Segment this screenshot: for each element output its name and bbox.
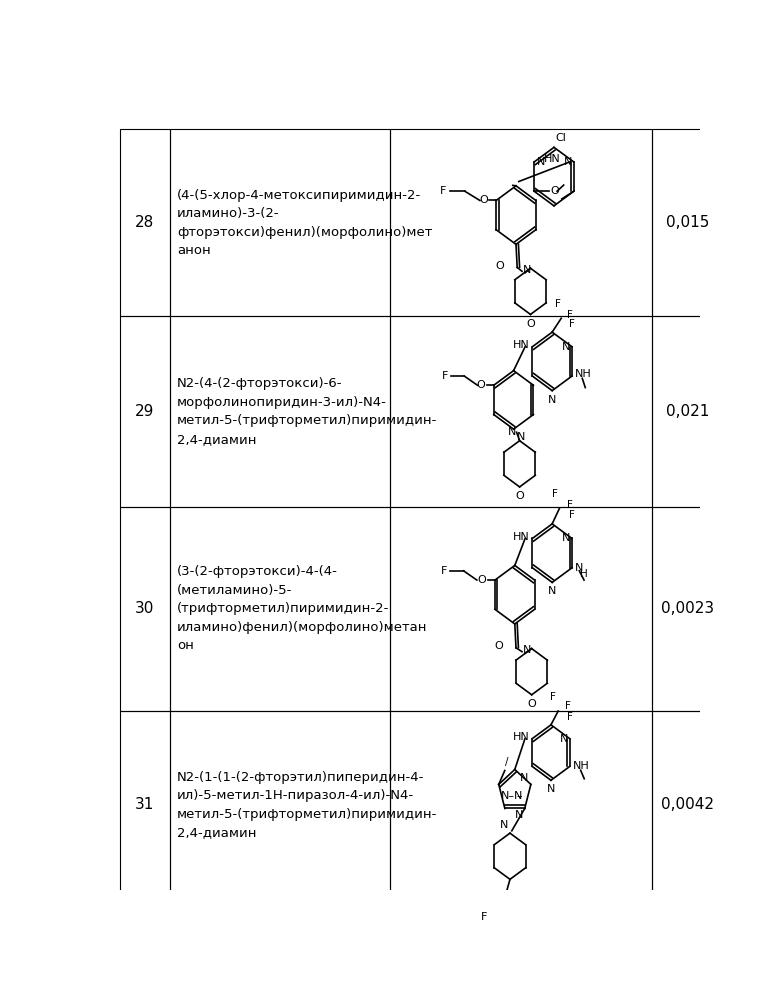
Text: F: F <box>567 500 573 510</box>
Bar <box>120 129 170 316</box>
Text: O: O <box>478 575 486 585</box>
Text: /: / <box>505 757 508 767</box>
Text: F: F <box>482 912 488 922</box>
Text: 0,0042: 0,0042 <box>661 797 714 812</box>
Text: F: F <box>566 701 571 711</box>
Text: N: N <box>547 784 555 794</box>
Text: N: N <box>499 820 508 830</box>
Text: O: O <box>495 261 504 271</box>
Bar <box>390 316 652 507</box>
Text: N2-(1-(1-(2-фторэтил)пиперидин-4-
ил)-5-метил-1H-пиразол-4-ил)-N4-
метил-5-(триф: N2-(1-(1-(2-фторэтил)пиперидин-4- ил)-5-… <box>177 771 437 839</box>
Text: N–N: N–N <box>501 791 524 801</box>
Text: HN: HN <box>513 340 529 350</box>
Text: F: F <box>442 371 448 381</box>
Text: 29: 29 <box>135 404 155 419</box>
Bar <box>652 129 723 316</box>
Text: H: H <box>580 569 588 579</box>
Text: N: N <box>508 427 517 437</box>
Text: F: F <box>569 510 575 520</box>
Text: 30: 30 <box>135 601 155 616</box>
Text: N: N <box>548 586 556 596</box>
Text: F: F <box>551 692 556 702</box>
Text: (3-(2-фторэтокси)-4-(4-
(метиламино)-5-
(трифторметил)пиримидин-2-
иламино)фенил: (3-(2-фторэтокси)-4-(4- (метиламино)-5- … <box>177 565 427 652</box>
Text: N2-(4-(2-фторэтокси)-6-
морфолинопиридин-3-ил)-N4-
метил-5-(трифторметил)пиримид: N2-(4-(2-фторэтокси)-6- морфолинопиридин… <box>177 377 437 446</box>
Bar <box>170 129 390 316</box>
Text: 0,0023: 0,0023 <box>661 601 714 616</box>
Text: F: F <box>441 566 447 576</box>
Text: N: N <box>562 342 570 352</box>
Text: 0,015: 0,015 <box>666 215 710 230</box>
Text: NH: NH <box>575 369 592 379</box>
Text: N: N <box>575 563 584 573</box>
Text: O: O <box>515 491 524 501</box>
Text: N: N <box>548 395 556 405</box>
Text: –: – <box>516 791 522 801</box>
Text: (4-(5-хлор-4-метоксипиримидин-2-
иламино)-3-(2-
фторэтокси)фенил)(морфолино)мет
: (4-(5-хлор-4-метоксипиримидин-2- иламино… <box>177 189 433 257</box>
Text: HN: HN <box>513 532 529 542</box>
Bar <box>120 711 170 899</box>
Text: O: O <box>494 641 503 651</box>
Text: F: F <box>567 310 573 320</box>
Bar <box>390 507 652 711</box>
Text: HN: HN <box>544 154 561 164</box>
Bar <box>652 316 723 507</box>
Text: 0,021: 0,021 <box>666 404 710 419</box>
Text: 28: 28 <box>135 215 155 230</box>
Text: N: N <box>524 265 531 275</box>
Text: F: F <box>569 319 575 329</box>
Text: F: F <box>440 186 447 196</box>
Bar <box>390 129 652 316</box>
Text: Cl: Cl <box>555 133 566 143</box>
Text: N: N <box>520 773 527 783</box>
Text: N: N <box>562 533 570 543</box>
Text: F: F <box>566 712 573 722</box>
Text: F: F <box>552 489 558 499</box>
Bar <box>652 711 723 899</box>
Text: N: N <box>563 157 572 167</box>
Bar <box>652 507 723 711</box>
Text: NH: NH <box>573 761 590 771</box>
Text: O: O <box>477 380 485 390</box>
Text: O: O <box>479 195 488 205</box>
Text: N: N <box>524 645 531 655</box>
Text: N: N <box>559 734 568 744</box>
Bar <box>390 711 652 899</box>
Bar <box>170 507 390 711</box>
Text: O: O <box>527 699 536 709</box>
Text: F: F <box>555 299 561 309</box>
Text: O: O <box>550 186 559 196</box>
Bar <box>120 507 170 711</box>
Text: HN: HN <box>513 732 529 742</box>
Bar <box>120 316 170 507</box>
Text: N: N <box>517 432 525 442</box>
Text: O: O <box>526 319 534 329</box>
Text: 31: 31 <box>135 797 155 812</box>
Text: N: N <box>537 157 545 167</box>
Bar <box>170 316 390 507</box>
Bar <box>170 711 390 899</box>
Text: N: N <box>514 810 523 820</box>
